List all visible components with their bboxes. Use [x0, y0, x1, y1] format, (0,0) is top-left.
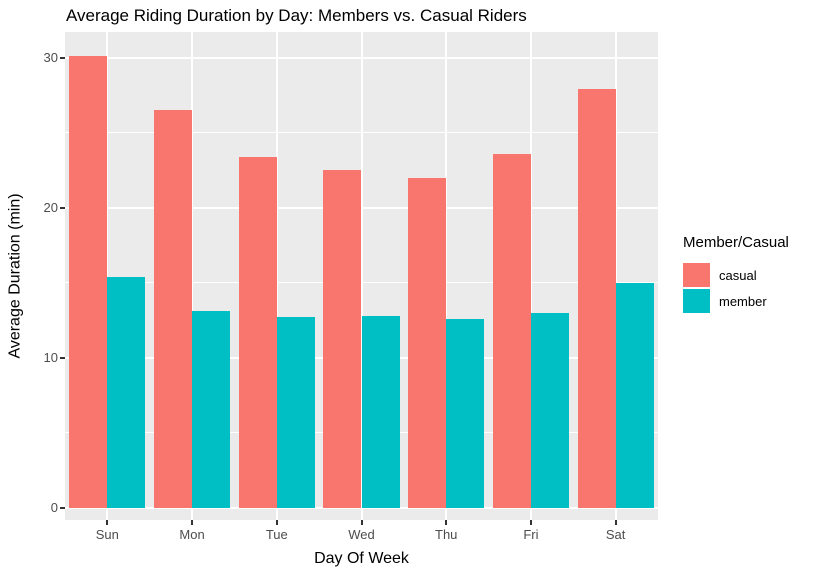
- legend-label-casual: casual: [719, 267, 757, 283]
- bar-casual-sun: [69, 56, 108, 508]
- x-tick-label-tue: Tue: [265, 527, 288, 542]
- gridline-major-x-mon: [191, 32, 194, 520]
- y-tick-mark-10: [60, 356, 65, 359]
- x-tick-label-sun: Sun: [95, 527, 119, 542]
- y-tick-mark-30: [60, 56, 65, 59]
- gridline-major-x-fri: [529, 32, 532, 520]
- plot-panel: [65, 32, 658, 520]
- x-axis-title: Day Of Week: [314, 550, 409, 567]
- legend-entry-member: member: [683, 289, 789, 313]
- gridline-major-x-sat: [614, 32, 617, 520]
- y-tick-label-10: 10: [43, 350, 58, 366]
- legend-swatch-casual: [683, 263, 710, 287]
- y-axis-title: Average Duration (min): [7, 193, 25, 359]
- bar-casual-tue: [238, 156, 277, 508]
- gridline-major-x-wed: [360, 32, 363, 520]
- x-tick-label-thu: Thu: [435, 527, 458, 542]
- x-tick-label-fri: Fri: [523, 527, 539, 542]
- legend-title: Member/Casual: [683, 234, 789, 251]
- bar-member-sat: [615, 282, 654, 508]
- y-tick-mark-0: [60, 506, 65, 509]
- x-tick-label-sat: Sat: [605, 527, 626, 542]
- legend: Member/Casual casual member: [683, 234, 789, 315]
- bar-member-fri: [530, 312, 570, 508]
- x-tick-mark-fri: [529, 520, 532, 525]
- y-axis-title-container: Average Duration (min): [2, 32, 30, 520]
- bar-member-sun: [107, 276, 146, 508]
- y-tick-label-30: 30: [43, 50, 58, 66]
- x-tick-mark-sat: [614, 520, 617, 525]
- x-tick-mark-thu: [445, 520, 448, 525]
- gridline-major-x-thu: [445, 32, 448, 520]
- chart-title: Average Riding Duration by Day: Members …: [66, 6, 527, 25]
- bar-casual-thu: [408, 177, 447, 508]
- legend-entry-casual: casual: [683, 263, 789, 287]
- legend-entries: casual member: [683, 263, 789, 313]
- bar-member-wed: [361, 315, 400, 508]
- x-tick-mark-sun: [106, 520, 109, 525]
- y-tick-label-20: 20: [43, 200, 58, 216]
- x-tick-mark-tue: [275, 520, 278, 525]
- y-tick-mark-20: [60, 206, 65, 209]
- bar-casual-mon: [153, 110, 193, 508]
- legend-swatch-member: [683, 289, 710, 313]
- bar-member-thu: [446, 318, 485, 508]
- legend-label-member: member: [719, 293, 767, 309]
- gridline-major-x-tue: [275, 32, 278, 520]
- bar-member-tue: [276, 317, 315, 508]
- bar-casual-wed: [323, 170, 362, 508]
- gridline-major-x-sun: [106, 32, 109, 520]
- x-tick-mark-wed: [360, 520, 363, 525]
- bar-casual-fri: [492, 153, 531, 508]
- bar-casual-sat: [577, 89, 616, 508]
- x-tick-label-mon: Mon: [179, 527, 205, 542]
- x-tick-mark-mon: [191, 520, 194, 525]
- y-tick-label-0: 0: [50, 500, 58, 516]
- bar-member-mon: [192, 311, 231, 508]
- x-tick-label-wed: Wed: [348, 527, 375, 542]
